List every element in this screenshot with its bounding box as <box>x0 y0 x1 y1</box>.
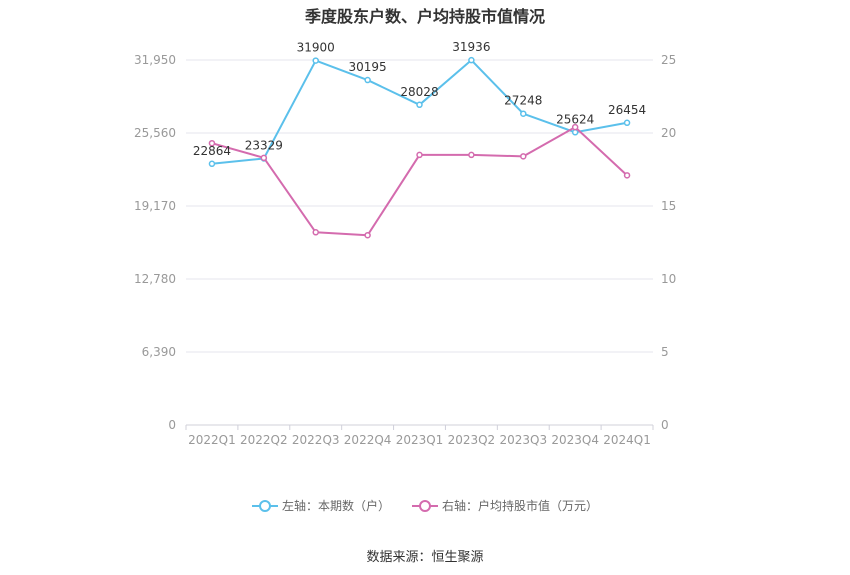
left-tick-label: 6,390 <box>142 345 176 359</box>
data-label: 25624 <box>556 112 594 126</box>
data-label: 28028 <box>400 85 438 99</box>
data-labels: 22864 23329 31900 30195 28028 31936 27248 25624… <box>193 40 646 158</box>
data-point-left[interactable] <box>520 110 527 117</box>
x-tick-label: 2023Q1 <box>396 433 444 447</box>
data-point-left[interactable] <box>571 129 579 136</box>
legend-left-marker <box>251 499 278 513</box>
left-tick-label: 25,560 <box>134 126 176 140</box>
right-tick-label: 0 <box>661 418 669 432</box>
data-label: 23329 <box>245 138 283 152</box>
data-point-right[interactable] <box>364 231 371 239</box>
legend-right-label: 右轴：户均持股市值（万元） <box>442 499 599 513</box>
left-tick-label: 0 <box>168 418 176 432</box>
data-point-right[interactable] <box>260 154 268 162</box>
data-label: 31900 <box>297 41 335 55</box>
series-layer <box>208 56 631 239</box>
x-tick-label: 2023Q4 <box>551 433 599 447</box>
right-tick-label: 5 <box>661 345 669 359</box>
chart-title: 季度股东户数、户均持股市值情况 <box>304 7 545 26</box>
legend: 左轴：本期数（户） 右轴：户均持股市值（万元） <box>0 497 850 514</box>
left-axis-ticks: 0 6,390 12,780 19,170 25,560 31,950 <box>134 53 176 432</box>
legend-right-marker <box>412 499 438 513</box>
data-point-left[interactable] <box>468 56 475 64</box>
data-point-right[interactable] <box>208 139 216 147</box>
data-point-right[interactable] <box>468 151 475 159</box>
legend-left-label: 左轴：本期数（户） <box>281 499 390 513</box>
right-tick-label: 10 <box>661 272 676 286</box>
data-point-right[interactable] <box>416 151 423 159</box>
x-tick-label: 2022Q4 <box>344 433 392 447</box>
left-tick-label: 31,950 <box>134 53 176 67</box>
legend-item-left-series[interactable]: 左轴：本期数（户） <box>251 497 390 514</box>
data-point-right[interactable] <box>312 229 319 236</box>
legend-item-right-series[interactable]: 右轴：户均持股市值（万元） <box>412 497 598 514</box>
data-label: 26454 <box>608 103 646 117</box>
x-tick-label: 2023Q2 <box>448 433 496 447</box>
data-point-right[interactable] <box>571 123 579 131</box>
data-point-left[interactable] <box>416 101 423 109</box>
data-label: 22864 <box>193 144 231 158</box>
data-point-left[interactable] <box>364 76 371 84</box>
data-point-right[interactable] <box>520 153 527 160</box>
data-point-right[interactable] <box>623 172 631 179</box>
data-source: 数据来源：恒生聚源 <box>366 550 484 565</box>
left-tick-label: 12,780 <box>134 272 176 286</box>
data-label: 30195 <box>349 60 387 74</box>
left-tick-label: 19,170 <box>134 199 176 213</box>
right-tick-label: 15 <box>661 199 676 213</box>
right-axis-ticks: 0 5 10 15 20 25 <box>661 53 676 432</box>
data-point-left[interactable] <box>208 160 216 168</box>
data-label: 27248 <box>504 94 542 108</box>
data-point-left[interactable] <box>312 57 319 64</box>
x-tick-label: 2022Q2 <box>240 433 288 447</box>
data-point-left[interactable] <box>623 119 631 127</box>
x-tick-label: 2024Q1 <box>603 433 651 447</box>
data-label: 31936 <box>452 40 490 54</box>
right-tick-label: 25 <box>661 53 676 67</box>
right-tick-label: 20 <box>661 126 676 140</box>
x-axis-ticks: 2022Q1 2022Q2 2022Q3 2022Q4 2023Q1 2023Q2 2023… <box>185 425 654 447</box>
x-tick-label: 2022Q3 <box>292 433 340 447</box>
x-tick-label: 2022Q1 <box>188 433 236 447</box>
x-tick-label: 2023Q3 <box>499 433 547 447</box>
